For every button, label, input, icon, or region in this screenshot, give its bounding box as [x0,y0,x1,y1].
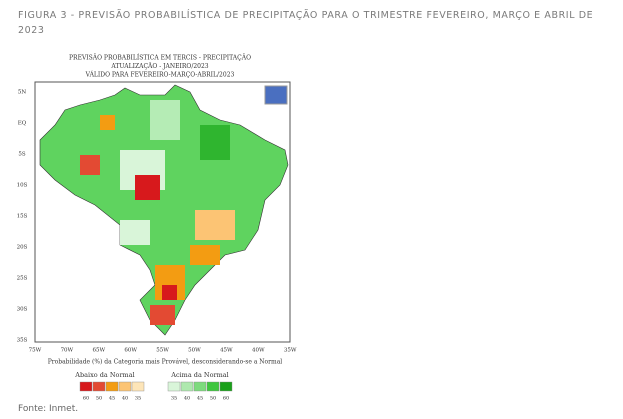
legend-value: 60 [83,396,89,402]
lon-label: 70W [61,348,74,354]
legend-value: 60 [223,396,229,402]
lon-label: 60W [124,348,137,354]
map-title: PREVISÃO PROBABILÍSTICA EM TERCIS - PREC… [69,54,251,62]
logo [264,85,288,105]
legend-swatch [219,381,233,392]
legend-swatch [167,381,181,392]
legend-value: 40 [122,396,128,402]
map-region [162,285,177,300]
legend-swatch [79,381,93,392]
legend-value: 40 [184,396,190,402]
lon-label: 45W [220,348,233,354]
lat-label: 5N [18,90,26,96]
lat-label: EQ [18,121,27,127]
lat-label: 10S [17,183,28,189]
map-region [195,210,235,240]
legend-value: 45 [109,396,115,402]
legend-swatch [193,381,207,392]
legend-swatch [92,381,106,392]
lon-label: 65W [92,348,105,354]
legend-swatch [206,381,220,392]
map-region [200,125,230,160]
lon-label: 35W [284,348,297,354]
lon-label: 40W [252,348,265,354]
legend-value: 35 [135,396,141,402]
map-footnote: Probabilidade (%) da Categoria mais Prov… [48,359,283,366]
lon-label: 55W [156,348,169,354]
map-region [150,100,180,140]
legend-value: 50 [96,396,102,402]
lat-label: 35S [17,338,28,344]
map-region [100,115,115,130]
lat-label: 20S [17,245,28,251]
legend-value: 35 [171,396,177,402]
map-region [80,155,100,175]
lat-label: 25S [17,276,28,282]
lat-label: 30S [17,307,28,313]
map-region [135,175,160,200]
brazil-map [39,84,289,336]
map-region [190,245,220,265]
map-title: VÁLIDO PARA FEVEREIRO-MARÇO-ABRIL/2023 [85,72,235,79]
map-region [120,220,150,245]
lat-label: 5S [18,152,25,158]
legend-swatch [118,381,132,392]
lat-label: 15S [17,214,28,220]
map-title: ATUALIZAÇÃO - JANEIRO/2023 [110,62,208,70]
legend-label: Acima da Normal [170,371,228,379]
source-note: Fonte: Inmet. [18,404,79,414]
legend-swatch [131,381,145,392]
legend-swatch [105,381,119,392]
legend-swatch [180,381,194,392]
lon-label: 50W [188,348,201,354]
legend-value: 50 [210,396,216,402]
lon-label: 75W [29,348,42,354]
legend-value: 45 [197,396,203,402]
legend-label: Abaixo da Normal [74,371,134,379]
figure-caption: FIGURA 3 - PREVISÃO PROBABILÍSTICA DE PR… [18,10,594,36]
map-region [150,305,175,325]
